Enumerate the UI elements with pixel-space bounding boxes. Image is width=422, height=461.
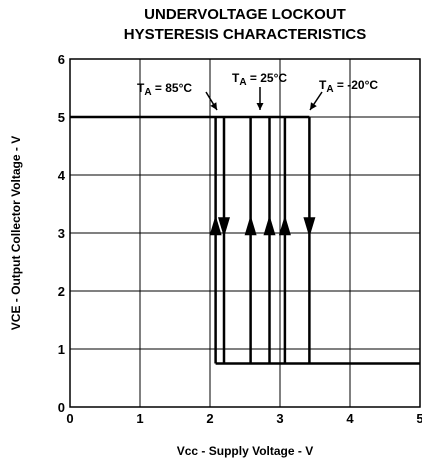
y-axis-label: VCE - Output Collector Voltage - V [9,136,23,330]
arrow-up-icon [244,215,257,236]
y-tick-label: 0 [58,400,65,415]
y-tick-label: 6 [58,52,65,67]
pointer-arrowhead-icon [310,102,317,110]
y-tick-label: 5 [58,110,65,125]
plot-frame [69,58,421,408]
arrow-up-icon [263,215,276,236]
temperature-annotations: TA = 85°C TA = 25°C TA = -20°C [137,71,378,111]
tick-labels: 0 1 2 3 4 5 0 1 2 3 4 5 6 [58,52,422,426]
temperature-label: TA = 25°C [232,71,287,88]
y-tick-label: 2 [58,284,65,299]
chart-title-line2: HYSTERESIS CHARACTERISTICS [123,26,367,43]
x-axis-label: Vcc - Supply Voltage - V [177,444,313,458]
temperature-label: TA = 85°C [137,81,192,98]
x-tick-label: 5 [416,411,422,426]
pointer-arrowhead-icon [256,103,264,110]
y-tick-label: 1 [58,342,65,357]
y-tick-label: 3 [58,226,65,241]
x-tick-label: 2 [206,411,213,426]
arrow-up-icon [209,215,222,236]
arrow-up-icon [278,215,291,236]
arrow-down-icon [218,217,230,238]
x-tick-label: 1 [136,411,143,426]
chart-title-line1: UNDERVOLTAGE LOCKOUT [144,6,346,23]
temperature-label: TA = -20°C [319,78,378,95]
hysteresis-curves [70,115,420,365]
y-tick-label: 4 [58,168,66,183]
grid-lines [70,59,420,407]
arrow-down-icon [303,217,316,238]
x-tick-label: 3 [276,411,283,426]
pointer-arrowhead-icon [210,102,217,110]
x-tick-label: 4 [346,411,354,426]
x-tick-label: 0 [66,411,73,426]
